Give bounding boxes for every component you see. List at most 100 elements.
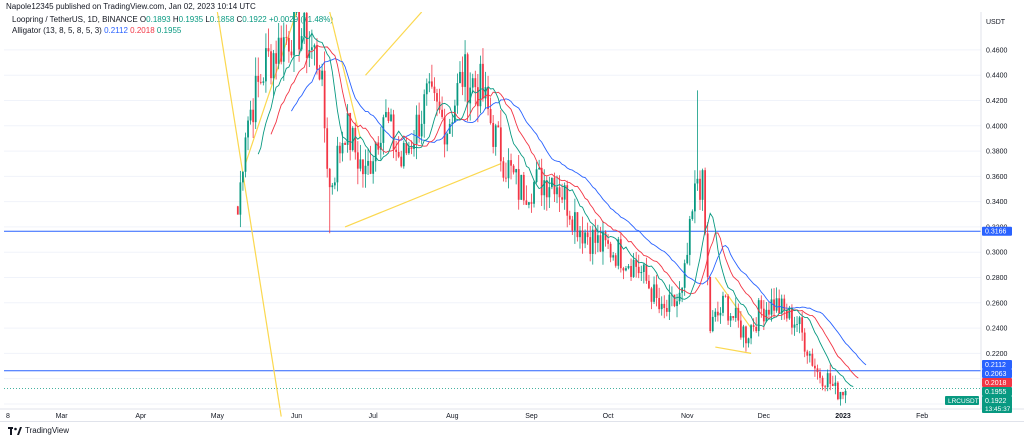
candle-body bbox=[418, 114, 421, 137]
candle-body bbox=[277, 37, 280, 64]
time-tick-label: Oct bbox=[603, 413, 614, 420]
candle-body bbox=[507, 160, 510, 179]
price-chart[interactable]: USDT0.18000.20000.22000.24000.26000.2800… bbox=[0, 12, 1024, 421]
candle-body bbox=[510, 160, 512, 166]
price-tick-label: 0.4400 bbox=[986, 73, 1008, 80]
candle-body bbox=[706, 233, 709, 277]
candle-body bbox=[331, 185, 334, 188]
price-tick-label: 0.3400 bbox=[986, 199, 1008, 206]
teeth-value: 0.2018 bbox=[130, 26, 155, 35]
candle-body bbox=[270, 51, 272, 79]
price-axis[interactable]: USDT0.18000.20000.22000.24000.26000.2800… bbox=[980, 12, 1008, 409]
candle-body bbox=[842, 391, 844, 396]
candle-body bbox=[568, 215, 571, 220]
time-axis[interactable]: 8 Mar Apr May Jun Jul Aug Sep Oct Nov Dec 2023 Feb bbox=[0, 408, 1024, 420]
price-badge-value: 0.1955 bbox=[985, 389, 1007, 396]
price-tick-label: 0.3000 bbox=[986, 250, 1008, 257]
candle-body bbox=[808, 353, 811, 356]
candle-body bbox=[676, 301, 678, 307]
candle-body bbox=[285, 37, 288, 39]
candle-body bbox=[627, 266, 630, 269]
candle-body bbox=[487, 87, 489, 110]
candle-body bbox=[517, 169, 520, 200]
candle-body bbox=[400, 156, 403, 167]
candle-body bbox=[543, 180, 546, 196]
candle-body bbox=[556, 187, 558, 195]
publish-header: Napole12345 published on TradingView.com… bbox=[0, 0, 1024, 12]
time-tick-label: Nov bbox=[681, 413, 694, 420]
candle-body bbox=[497, 125, 500, 128]
trend-line bbox=[244, 12, 298, 164]
trend-line bbox=[344, 163, 502, 228]
candle-body bbox=[821, 377, 824, 387]
candle-body bbox=[512, 165, 515, 173]
candle-body bbox=[410, 147, 413, 149]
candle-body bbox=[785, 310, 788, 319]
candle-body bbox=[819, 372, 821, 378]
time-tick-label: 8 bbox=[6, 413, 10, 420]
candle-body bbox=[765, 309, 768, 322]
candle-body bbox=[836, 382, 839, 400]
time-tick-label: Feb bbox=[916, 413, 928, 420]
time-tick-label: Sep bbox=[525, 413, 538, 420]
candle-body bbox=[694, 183, 696, 212]
candle-body bbox=[441, 109, 443, 117]
candle-body bbox=[599, 235, 602, 252]
candle-body bbox=[282, 37, 285, 62]
candle-body bbox=[326, 128, 329, 169]
candle-body bbox=[747, 338, 750, 344]
jaw-line bbox=[291, 58, 867, 366]
candle-body bbox=[586, 232, 589, 238]
time-tick-label: Aug bbox=[446, 413, 459, 420]
candle-body bbox=[729, 316, 732, 321]
candle-body bbox=[791, 307, 793, 328]
candle-body bbox=[351, 127, 354, 151]
candle-body bbox=[722, 295, 724, 313]
candle-body bbox=[387, 112, 390, 121]
candle-body bbox=[305, 12, 308, 59]
candle-body bbox=[561, 197, 564, 200]
time-tick-label: May bbox=[211, 413, 225, 420]
candle-body bbox=[596, 235, 599, 243]
legend-indicator-row: Alligator (13, 8, 5, 8, 5, 3) 0.2112 0.2… bbox=[12, 25, 333, 36]
candle-body bbox=[714, 311, 717, 317]
candles bbox=[236, 12, 847, 406]
candle-body bbox=[474, 78, 477, 88]
candle-body bbox=[768, 309, 770, 315]
candle-body bbox=[466, 54, 469, 104]
candle-body bbox=[461, 71, 464, 87]
candle-body bbox=[750, 325, 752, 339]
candle-body bbox=[321, 70, 323, 80]
candle-body bbox=[829, 373, 832, 384]
candle-body bbox=[298, 12, 300, 50]
candle-body bbox=[247, 120, 249, 138]
candle-body bbox=[635, 259, 638, 267]
alligator-lines bbox=[257, 32, 867, 388]
candle-body bbox=[793, 324, 796, 328]
candle-body bbox=[607, 240, 609, 244]
indicator-name: Alligator (13, 8, 5, 8, 5, 3) bbox=[12, 26, 102, 35]
candle-body bbox=[696, 178, 699, 184]
jaw-value: 0.2112 bbox=[104, 26, 128, 35]
candle-body bbox=[711, 316, 714, 332]
candle-body bbox=[778, 298, 781, 314]
candle-body bbox=[734, 308, 737, 318]
teeth-line bbox=[270, 44, 859, 379]
candle-body bbox=[367, 160, 369, 166]
candle-body bbox=[709, 276, 712, 332]
candle-body bbox=[803, 332, 806, 352]
candle-body bbox=[471, 78, 474, 88]
candle-body bbox=[300, 36, 303, 50]
candle-body bbox=[425, 83, 428, 95]
candle-body bbox=[811, 353, 814, 366]
countdown-label: 13:45:37 bbox=[985, 406, 1011, 413]
price-badge-value: 0.2112 bbox=[985, 362, 1006, 369]
candle-body bbox=[499, 127, 502, 162]
candle-body bbox=[704, 170, 707, 234]
candle-body bbox=[451, 122, 454, 124]
candle-body bbox=[545, 180, 548, 198]
high-value: 0.1935 bbox=[178, 15, 204, 24]
price-tick-label: 0.2200 bbox=[986, 351, 1008, 358]
tradingview-logo[interactable]: TradingView bbox=[8, 426, 69, 436]
price-badge bbox=[982, 226, 1012, 236]
